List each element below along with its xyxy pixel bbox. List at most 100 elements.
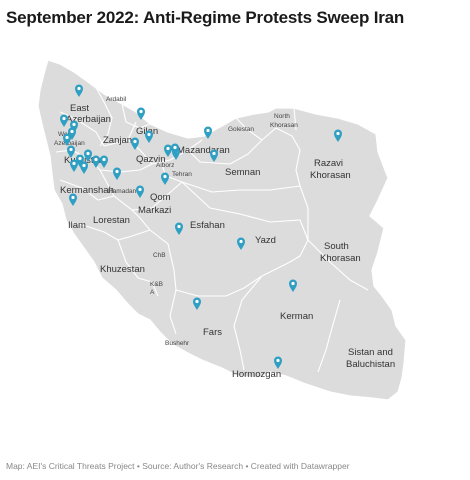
label-sistan-2: Baluchistan [346, 359, 395, 370]
map-pin-dot [94, 157, 98, 162]
label-zanjan: Zanjan [103, 135, 132, 146]
map-pin-dot [102, 157, 106, 162]
label-razavi-khorasan: Razavi Khorasan [310, 158, 351, 181]
label-markazi: Markazi [138, 205, 171, 216]
protest-pin-marker [68, 127, 76, 140]
protest-pin-marker [175, 222, 183, 235]
map-pin-dot [166, 146, 170, 151]
label-kba-2: A [150, 289, 155, 296]
province-borders [55, 83, 369, 373]
map-pin-dot [212, 151, 216, 156]
map-pin-dot [163, 174, 167, 179]
protest-pin-marker [84, 149, 92, 162]
map-pin-icon [100, 155, 108, 168]
map-pin-dot [71, 195, 75, 200]
map-pin-icon [274, 356, 282, 369]
label-kba-1: K&B [150, 281, 163, 288]
protest-pin-marker [137, 107, 145, 120]
protest-pin-marker [171, 143, 179, 156]
protest-pin-marker [145, 130, 153, 143]
label-kba: K&B A [150, 281, 163, 296]
map-pin-icon [84, 149, 92, 162]
protest-pin-marker [164, 144, 172, 157]
label-east-azerbaijan-1: East [70, 103, 89, 114]
map-pin-dot [336, 131, 340, 136]
map-pin-dot [239, 239, 243, 244]
label-kerman: Kerman [280, 311, 313, 322]
map-pin-dot [77, 86, 81, 91]
label-kurdistan: Kurdistan [64, 155, 104, 166]
map-pin-icon [75, 84, 83, 97]
map-pin-icon [70, 159, 78, 172]
map-pin-dot [69, 147, 73, 152]
protest-pin-marker [237, 237, 245, 250]
protest-pin-marker [136, 185, 144, 198]
map-pin-icon [92, 155, 100, 168]
map-pin-icon [68, 127, 76, 140]
map-pin-dot [139, 109, 143, 114]
label-tehran: Tehran [172, 171, 192, 178]
protest-pin-marker [100, 155, 108, 168]
label-south-khorasan: South Khorasan [320, 241, 361, 264]
map-pin-dot [195, 299, 199, 304]
protest-pin-marker [76, 154, 84, 167]
map-pin-icon [237, 237, 245, 250]
map-pin-icon [161, 172, 169, 185]
protest-pin-marker [204, 126, 212, 139]
map-pin-icon [289, 279, 297, 292]
map-pin-icon [175, 222, 183, 235]
label-north-khorasan-1: North [274, 113, 290, 120]
label-south-khorasan-2: Khorasan [320, 253, 361, 264]
label-yazd: Yazd [255, 235, 276, 246]
protest-pin-marker [161, 172, 169, 185]
map-pin-icon [334, 129, 342, 142]
protest-pin-marker [131, 137, 139, 150]
map-pin-dot [65, 135, 69, 140]
protest-pin-marker [67, 145, 75, 158]
label-east-azerbaijan: East Azerbaijan [66, 103, 111, 125]
map-pin-icon [67, 145, 75, 158]
label-sistan-1: Sistan and [348, 347, 393, 358]
label-ardabil: Ardabil [106, 96, 127, 103]
map-pin-icon [76, 154, 84, 167]
map-pin-icon [136, 185, 144, 198]
protest-pin-marker [210, 149, 218, 162]
label-qazvin: Qazvin [136, 154, 166, 165]
map-pin-dot [86, 151, 90, 156]
label-semnan: Semnan [225, 167, 260, 178]
map-pin-dot [115, 169, 119, 174]
label-razavi-khorasan-1: Razavi [314, 158, 343, 169]
label-hormozgan: Hormozgan [232, 369, 281, 380]
protest-pin-marker [92, 155, 100, 168]
label-khuzestan: Khuzestan [100, 264, 145, 275]
map-pin-icon [171, 143, 179, 156]
protest-pin-marker [70, 120, 78, 133]
map-pin-dot [133, 139, 137, 144]
protest-pin-marker [193, 297, 201, 310]
label-fars: Fars [203, 327, 222, 338]
label-west-azerbaijan-2: Azerbaijan [54, 140, 85, 147]
label-east-azerbaijan-2: Azerbaijan [66, 114, 111, 125]
label-esfahan: Esfahan [190, 220, 225, 231]
label-hamadan: Hamadan [108, 188, 137, 195]
label-north-khorasan: North Khorasan [270, 113, 298, 129]
label-south-khorasan-1: South [324, 241, 349, 252]
map-pin-dot [70, 129, 74, 134]
map-pin-icon [80, 161, 88, 174]
map-pin-icon [63, 133, 71, 146]
protest-pins [60, 84, 342, 369]
map-pin-dot [72, 161, 76, 166]
protest-pin-marker [80, 161, 88, 174]
map-pin-icon [60, 114, 68, 127]
source-note: Map: AEI's Critical Threats Project • So… [6, 461, 350, 471]
map-pin-dot [147, 132, 151, 137]
map-pin-dot [72, 122, 76, 127]
label-mazandaran: Mazandaran [177, 145, 230, 156]
protest-pin-marker [69, 193, 77, 206]
map-pin-icon [69, 193, 77, 206]
protest-pin-marker [70, 159, 78, 172]
map-pin-icon [193, 297, 201, 310]
